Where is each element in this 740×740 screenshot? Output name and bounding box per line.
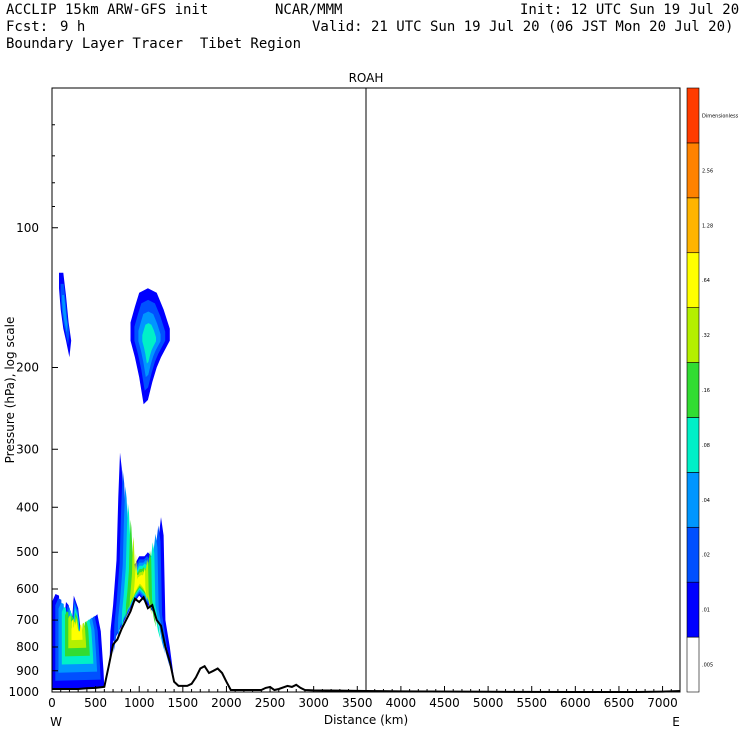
- colorbar-swatch: [686, 252, 700, 308]
- colorbar-swatch: [686, 417, 700, 473]
- y-tick-label: 700: [16, 613, 39, 627]
- x-tick-label: 4000: [386, 696, 417, 710]
- colorbar-swatch: [686, 362, 700, 418]
- x-tick-label: 6500: [604, 696, 635, 710]
- plume-central-upslope: [109, 452, 175, 680]
- x-tick-label: 3000: [298, 696, 329, 710]
- header-fcst-label: Fcst:: [6, 19, 49, 35]
- colorbar-swatch: [686, 472, 700, 528]
- plume-upper-center-blob: [130, 288, 170, 405]
- x-end-label-east: E: [672, 715, 680, 729]
- colorbar-label: .32: [702, 333, 710, 339]
- colorbar-label: .02: [702, 553, 710, 559]
- y-tick-label: 1000: [8, 685, 39, 699]
- plume-level-3: [62, 295, 68, 333]
- colorbar-label: Dimensionless: [702, 113, 739, 119]
- plume-west-boundary-layer: [52, 594, 105, 689]
- x-tick-label: 2500: [255, 696, 286, 710]
- y-tick-label: 500: [16, 545, 39, 559]
- x-tick-label: 0: [48, 696, 56, 710]
- colorbar-label: .01: [702, 608, 710, 614]
- y-tick-label: 100: [16, 221, 39, 235]
- chart-title: ROAH: [349, 71, 384, 85]
- x-tick-label: 5000: [473, 696, 504, 710]
- x-tick-label: 2000: [211, 696, 242, 710]
- x-tick-label: 4500: [429, 696, 460, 710]
- colorbar-label: .64: [702, 278, 710, 284]
- y-axis-ticks: 100 200 300 400 500 600 700 800 900 1000: [8, 124, 58, 699]
- plume-level-7: [133, 553, 148, 602]
- header-init: Init: 12 UTC Sun 19 Jul 20: [520, 2, 740, 18]
- colorbar-swatch: [686, 87, 700, 144]
- terrain-profile: [52, 595, 681, 693]
- x-axis-ticks: 0 500 1000 1500 2000 2500 3000 3500 4000 4500 5000…: [48, 686, 678, 710]
- header-field: Boundary Layer Tracer Tibet Region: [6, 36, 302, 52]
- colorbar-label: .04: [702, 498, 710, 504]
- plume-upper-left-blob: [59, 272, 72, 358]
- colorbar-swatch: [686, 197, 700, 254]
- colorbar-swatch: [686, 636, 700, 693]
- plume-level-4: [142, 323, 156, 364]
- y-tick-label: 200: [16, 361, 39, 375]
- y-tick-label: 300: [16, 442, 39, 456]
- header-valid: Valid: 21 UTC Sun 19 Jul 20 (06 JST Mon …: [312, 19, 734, 35]
- terrain-line: [52, 595, 681, 693]
- colorbar-swatch: [686, 581, 700, 638]
- colorbar-label: .08: [702, 443, 710, 449]
- colorbar: .005 .01 .02 .04 .08 .16 .32 .64 1.28 2.56 Dimensi…: [686, 87, 739, 693]
- x-tick-label: 7000: [647, 696, 678, 710]
- colorbar-label: 1.28: [702, 223, 713, 229]
- y-axis-label: Pressure (hPa), log scale: [3, 317, 17, 464]
- colorbar-label: .005: [702, 663, 713, 669]
- x-tick-label: 6000: [560, 696, 591, 710]
- y-tick-label: 600: [16, 582, 39, 596]
- header-model: ACCLIP 15km ARW-GFS init: [6, 2, 209, 18]
- y-tick-label: 400: [16, 500, 39, 514]
- colorbar-label: 2.56: [702, 168, 713, 174]
- x-end-label-west: W: [50, 715, 62, 729]
- y-tick-label: 800: [16, 640, 39, 654]
- x-tick-label: 5500: [516, 696, 547, 710]
- x-tick-label: 1500: [168, 696, 199, 710]
- colorbar-swatch: [686, 142, 700, 199]
- y-tick-label: 900: [16, 664, 39, 678]
- x-axis-label: Distance (km): [324, 713, 408, 727]
- x-tick-label: 500: [84, 696, 107, 710]
- tracer-plumes: [52, 272, 175, 689]
- header-org: NCAR/MMM: [275, 2, 343, 18]
- colorbar-swatch: [686, 307, 700, 363]
- x-tick-label: 3500: [342, 696, 373, 710]
- x-tick-label: 1000: [124, 696, 155, 710]
- colorbar-swatch: [686, 526, 700, 583]
- colorbar-label: .16: [702, 388, 710, 394]
- header-fcst-value: 9 h: [60, 19, 86, 35]
- plume-level-7: [71, 620, 83, 641]
